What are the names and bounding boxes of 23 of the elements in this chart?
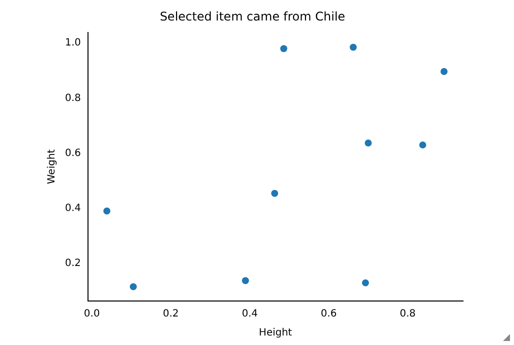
y-tick-label: 0.4	[64, 202, 81, 214]
x-tick-label: 0.4	[242, 308, 258, 320]
point	[271, 190, 278, 197]
point	[350, 44, 357, 51]
point	[440, 68, 448, 75]
y-tick-label: 1.0	[64, 38, 81, 49]
y-tick-label: 0.8	[64, 92, 81, 104]
point	[364, 140, 372, 147]
x-axis-title: Height	[258, 328, 292, 339]
point	[103, 208, 110, 215]
chart-title: Selected item came from Chile	[160, 9, 346, 24]
x-tick-label: 0.6	[320, 308, 337, 320]
point	[419, 141, 426, 148]
point	[362, 279, 369, 286]
x-tick-label: 0.8	[400, 308, 416, 320]
point	[130, 283, 137, 290]
x-tick-label: 0.0	[84, 308, 100, 320]
y-tick-label: 0.6	[64, 148, 81, 159]
y-axis-title: Weight	[46, 149, 58, 184]
x-tick-label: 0.2	[162, 308, 179, 320]
y-tick-label: 0.2	[64, 258, 81, 269]
point	[280, 45, 288, 52]
point	[242, 277, 249, 284]
